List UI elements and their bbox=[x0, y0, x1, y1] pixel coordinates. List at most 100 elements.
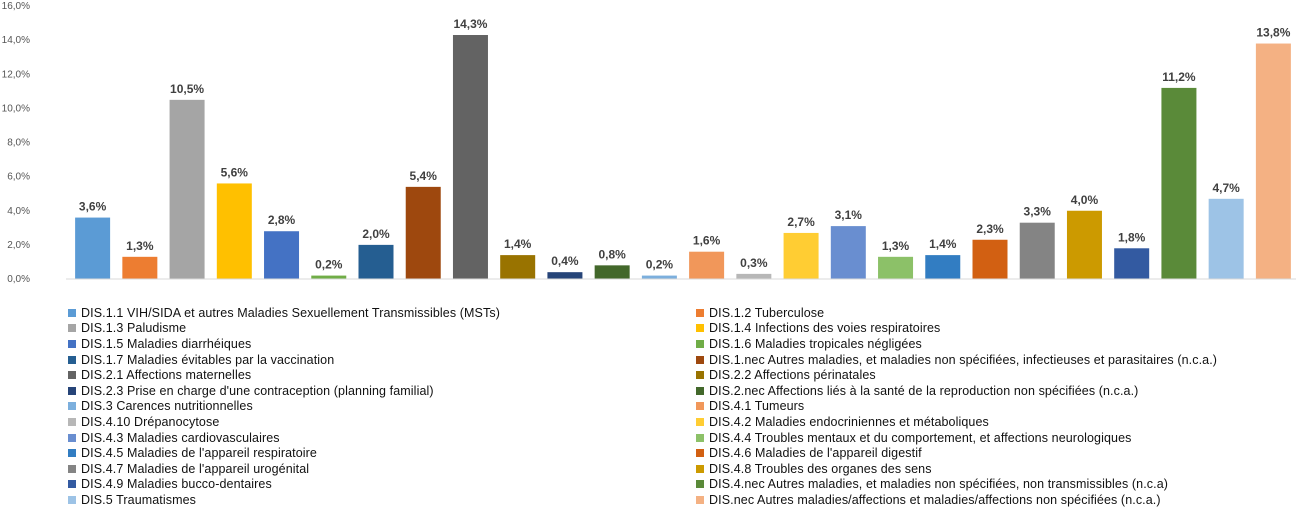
y-tick-label: 12,0% bbox=[2, 69, 30, 80]
value-label-23: 1,8% bbox=[1118, 230, 1146, 244]
legend-item: DIS.4.1 Tumeurs bbox=[696, 399, 1296, 415]
legend-label: DIS.2.3 Prise en charge d'une contracept… bbox=[81, 383, 434, 398]
legend-label: DIS.nec Autres maladies/affections et ma… bbox=[709, 492, 1161, 507]
legend-item: DIS.4.9 Maladies bucco-dentaires bbox=[68, 477, 696, 493]
value-label-9: 14,3% bbox=[453, 17, 487, 31]
y-tick-label: 8,0% bbox=[7, 138, 30, 149]
legend-item: DIS.1.nec Autres maladies, et maladies n… bbox=[696, 352, 1296, 368]
bar-23 bbox=[1114, 248, 1150, 279]
legend-label: DIS.4.4 Troubles mentaux et du comportem… bbox=[709, 430, 1132, 445]
value-label-22: 4,0% bbox=[1071, 193, 1099, 207]
legend-label: DIS.4.7 Maladies de l'appareil urogénita… bbox=[81, 461, 310, 476]
legend-label: DIS.1.7 Maladies évitables par la vaccin… bbox=[81, 352, 335, 367]
y-tick-label: 0,0% bbox=[7, 274, 30, 285]
legend-label: DIS.4.3 Maladies cardiovasculaires bbox=[81, 430, 280, 445]
legend-label: DIS.4.5 Maladies de l'appareil respirato… bbox=[81, 446, 317, 461]
value-label-16: 2,7% bbox=[787, 215, 815, 229]
legend-swatch bbox=[696, 339, 704, 348]
bar-6 bbox=[311, 275, 347, 279]
y-tick-label: 16,0% bbox=[2, 1, 30, 12]
legend-swatch bbox=[696, 308, 704, 317]
legend-swatch bbox=[696, 449, 704, 458]
legend-item: DIS.2.nec Affections liés à la santé de … bbox=[696, 383, 1296, 399]
bar-26 bbox=[1255, 43, 1291, 279]
bar-7 bbox=[358, 244, 394, 279]
value-label-4: 5,6% bbox=[221, 165, 249, 179]
y-tick-label: 14,0% bbox=[2, 35, 30, 46]
y-tick-label: 6,0% bbox=[7, 172, 30, 183]
legend-item: DIS.4.2 Maladies endocriniennes et métab… bbox=[696, 414, 1296, 430]
legend-item: DIS.4.3 Maladies cardiovasculaires bbox=[68, 430, 696, 446]
value-label-15: 0,3% bbox=[740, 256, 768, 270]
value-label-7: 2,0% bbox=[362, 227, 390, 241]
legend-item: DIS.nec Autres maladies/affections et ma… bbox=[696, 492, 1296, 508]
legend-label: DIS.4.9 Maladies bucco-dentaires bbox=[81, 477, 272, 492]
legend-swatch bbox=[68, 464, 76, 473]
bar-11 bbox=[547, 272, 583, 279]
legend-item: DIS.2.3 Prise en charge d'une contracept… bbox=[68, 383, 696, 399]
value-label-17: 3,1% bbox=[835, 208, 863, 222]
legend: DIS.1.1 VIH/SIDA et autres Maladies Sexu… bbox=[68, 305, 1298, 508]
legend-label: DIS.4.6 Maladies de l'appareil digestif bbox=[709, 446, 922, 461]
legend-swatch bbox=[68, 386, 76, 395]
legend-label: DIS.2.2 Affections périnatales bbox=[709, 368, 876, 383]
legend-item: DIS.1.2 Tuberculose bbox=[696, 305, 1296, 321]
legend-swatch bbox=[696, 355, 704, 364]
legend-label: DIS.1.4 Infections des voies respiratoir… bbox=[709, 321, 941, 336]
legend-item: DIS.1.5 Maladies diarrhéiques bbox=[68, 336, 696, 352]
value-label-11: 0,4% bbox=[551, 254, 579, 268]
bar-3 bbox=[169, 99, 205, 279]
legend-label: DIS.4.8 Troubles des organes des sens bbox=[709, 461, 932, 476]
value-label-5: 2,8% bbox=[268, 213, 296, 227]
legend-swatch bbox=[696, 417, 704, 426]
y-axis: 0,0% 2,0% 4,0% 6,0% 8,0% 10,0% 12,0% 14,0% 16,0% bbox=[2, 1, 30, 285]
legend-item: DIS.1.1 VIH/SIDA et autres Maladies Sexu… bbox=[68, 305, 696, 321]
value-label-10: 1,4% bbox=[504, 237, 532, 251]
legend-item: DIS.1.6 Maladies tropicales négligées bbox=[696, 336, 1296, 352]
legend-label: DIS.4.10 Drépanocytose bbox=[81, 414, 220, 429]
value-label-6: 0,2% bbox=[315, 258, 343, 272]
value-label-18: 1,3% bbox=[882, 239, 910, 253]
value-label-14: 1,6% bbox=[693, 234, 721, 248]
bar-5 bbox=[264, 231, 300, 279]
legend-swatch bbox=[68, 417, 76, 426]
legend-swatch bbox=[68, 355, 76, 364]
bar-18 bbox=[878, 256, 914, 279]
legend-item: DIS.3 Carences nutritionnelles bbox=[68, 399, 696, 415]
legend-swatch bbox=[696, 495, 704, 504]
y-tick-label: 2,0% bbox=[7, 240, 30, 251]
bar-25 bbox=[1208, 198, 1244, 279]
legend-swatch bbox=[696, 480, 704, 489]
legend-label: DIS.4.2 Maladies endocriniennes et métab… bbox=[709, 414, 989, 429]
bar-4 bbox=[216, 183, 252, 279]
legend-label: DIS.2.nec Affections liés à la santé de … bbox=[709, 383, 1139, 398]
legend-item: DIS.4.7 Maladies de l'appareil urogénita… bbox=[68, 461, 696, 477]
legend-label: DIS.1.6 Maladies tropicales négligées bbox=[709, 336, 922, 351]
value-label-3: 10,5% bbox=[170, 82, 204, 96]
bar-17 bbox=[830, 226, 866, 279]
legend-swatch bbox=[68, 339, 76, 348]
bar-2 bbox=[122, 256, 158, 279]
value-label-26: 13,8% bbox=[1256, 26, 1290, 40]
legend-swatch bbox=[68, 449, 76, 458]
legend-swatch bbox=[68, 480, 76, 489]
bar-19 bbox=[925, 255, 961, 279]
legend-label: DIS.1.5 Maladies diarrhéiques bbox=[81, 336, 252, 351]
bar-13 bbox=[641, 275, 677, 279]
bar-14 bbox=[689, 251, 725, 279]
value-labels: 3,6% 1,3% 10,5% 5,6% 2,8% 0,2% 2,0% 5,4% 14,3% 1,… bbox=[79, 17, 1291, 272]
legend-label: DIS.1.3 Paludisme bbox=[81, 321, 187, 336]
legend-item: DIS.4.10 Drépanocytose bbox=[68, 414, 696, 430]
value-label-19: 1,4% bbox=[929, 237, 957, 251]
legend-item: DIS.4.4 Troubles mentaux et du comportem… bbox=[696, 430, 1296, 446]
legend-swatch bbox=[68, 371, 76, 380]
bar-24 bbox=[1161, 87, 1197, 280]
bars bbox=[75, 35, 1291, 280]
bar-12 bbox=[594, 265, 630, 279]
legend-item: DIS.1.3 Paludisme bbox=[68, 321, 696, 337]
legend-swatch bbox=[68, 402, 76, 411]
value-label-13: 0,2% bbox=[646, 258, 674, 272]
value-label-1: 3,6% bbox=[79, 200, 107, 214]
legend-swatch bbox=[696, 371, 704, 380]
legend-label: DIS.4.nec Autres maladies, et maladies n… bbox=[709, 477, 1169, 492]
